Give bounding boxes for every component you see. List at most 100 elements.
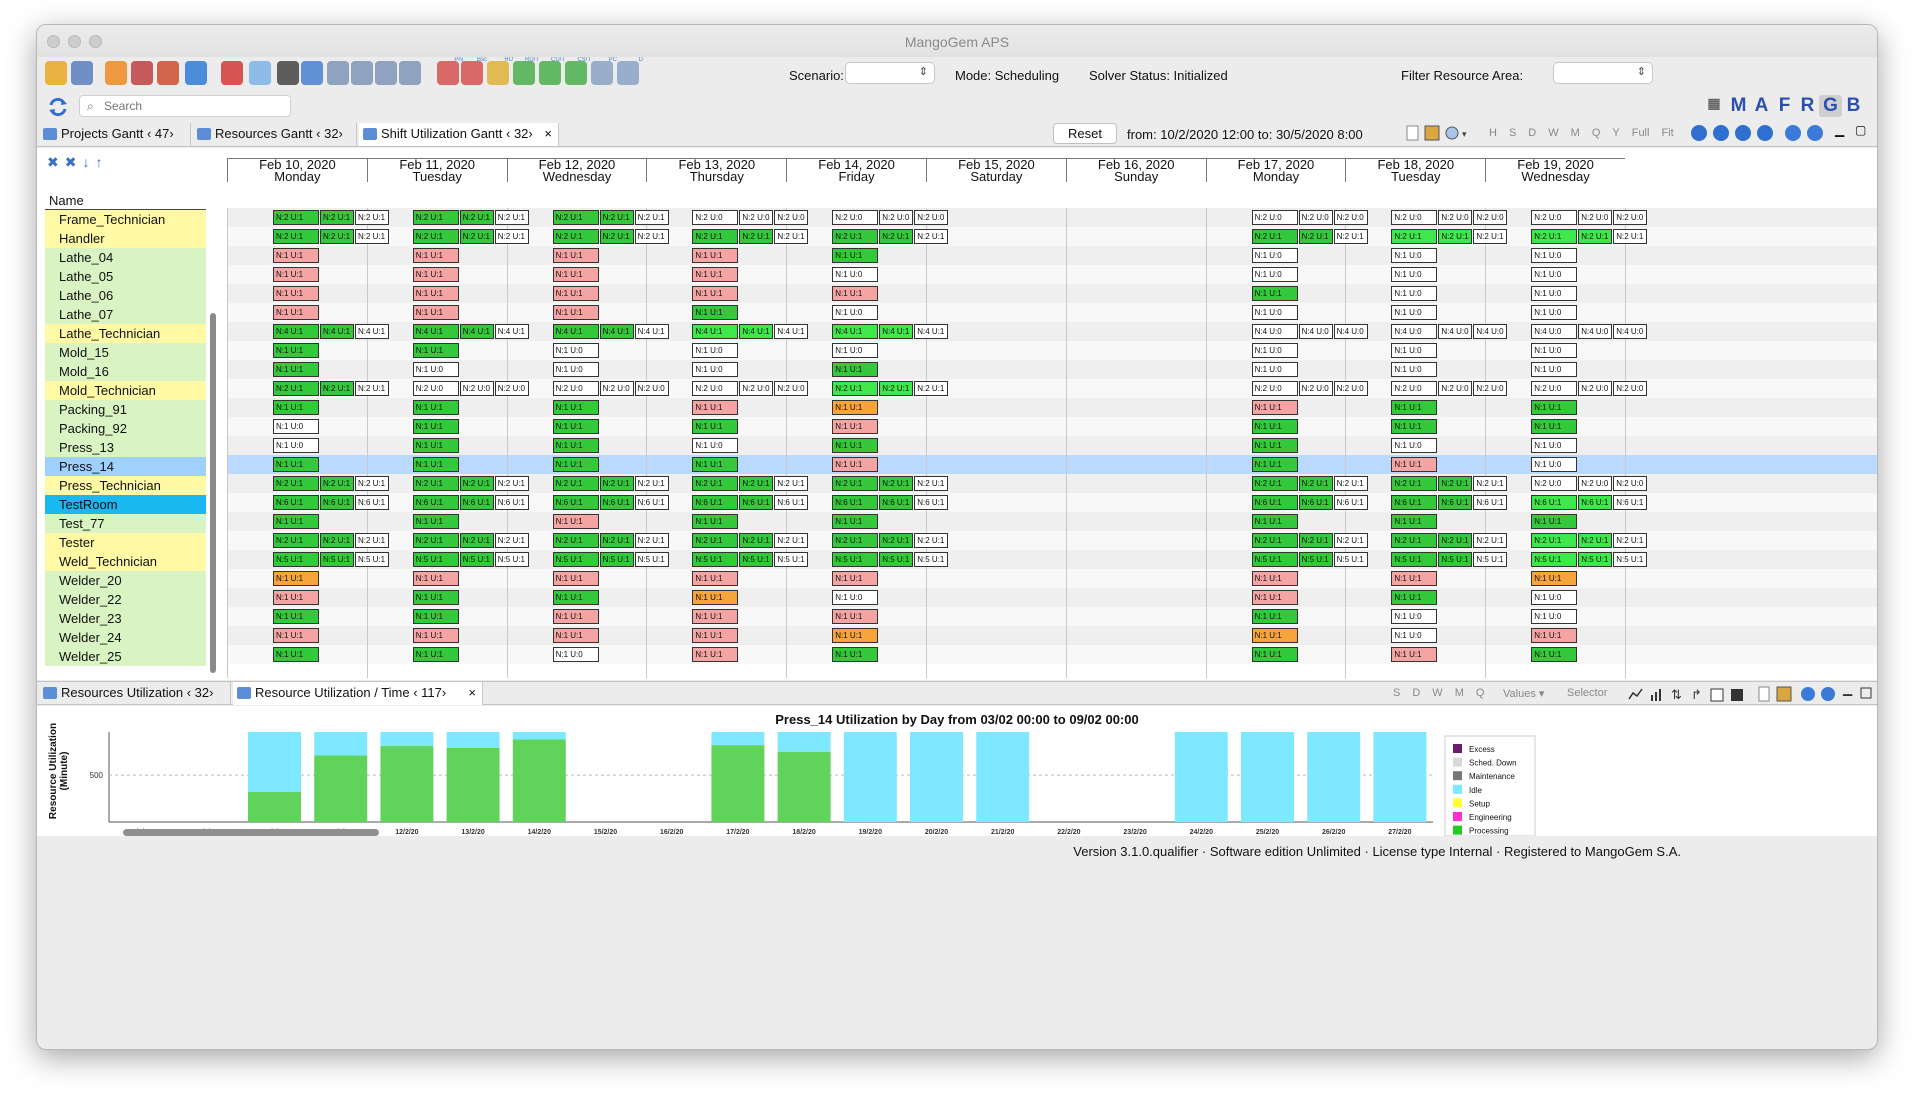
zoom-key[interactable]: Q: [1591, 127, 1601, 139]
shift-cell[interactable]: N:4 U:1: [739, 324, 774, 339]
vertical-scrollbar[interactable]: [210, 313, 216, 673]
sort-icon[interactable]: ↓↑: [82, 154, 109, 170]
shift-cell[interactable]: N:2 U:1: [692, 229, 739, 244]
resource-name-row[interactable]: Press_13: [45, 438, 206, 457]
shift-cell[interactable]: N:4 U:1: [599, 324, 634, 339]
shift-cell[interactable]: N:1 U:1: [412, 628, 459, 643]
shift-cell[interactable]: N:1 U:1: [1531, 400, 1578, 415]
shift-cell[interactable]: N:1 U:0: [692, 362, 739, 377]
shift-cell[interactable]: N:2 U:1: [1251, 476, 1298, 491]
shift-cell[interactable]: N:1 U:1: [412, 400, 459, 415]
shift-cell[interactable]: N:1 U:1: [273, 343, 319, 358]
shift-cell[interactable]: N:4 U:1: [634, 324, 669, 339]
shift-cell[interactable]: N:1 U:1: [412, 343, 459, 358]
shift-cell[interactable]: N:1 U:1: [412, 571, 459, 586]
chart-bar[interactable]: [446, 732, 500, 748]
shift-cell[interactable]: N:2 U:1: [634, 210, 669, 225]
shift-cell[interactable]: N:1 U:0: [1531, 438, 1578, 453]
shift-cell[interactable]: N:2 U:0: [914, 210, 949, 225]
resource-name-row[interactable]: Frame_Technician: [45, 210, 206, 229]
shift-cell[interactable]: N:5 U:1: [494, 552, 529, 567]
shift-cell[interactable]: N:1 U:1: [1391, 419, 1438, 434]
resource-name-row[interactable]: Lathe_05: [45, 267, 206, 286]
shift-cell[interactable]: N:5 U:1: [692, 552, 739, 567]
shift-cell[interactable]: N:2 U:1: [1333, 533, 1368, 548]
shift-cell[interactable]: N:2 U:0: [1333, 381, 1368, 396]
shift-cell[interactable]: N:1 U:1: [552, 457, 599, 472]
shift-cell[interactable]: N:1 U:1: [1251, 400, 1298, 415]
shift-cell[interactable]: N:1 U:1: [1251, 457, 1298, 472]
shift-cell[interactable]: N:1 U:1: [552, 400, 599, 415]
shift-cell[interactable]: N:5 U:1: [1473, 552, 1508, 567]
shift-cell[interactable]: N:1 U:0: [1391, 248, 1438, 263]
shift-cell[interactable]: N:1 U:1: [692, 419, 739, 434]
shift-cell[interactable]: N:6 U:1: [1531, 495, 1578, 510]
minimize-window-icon[interactable]: [68, 35, 81, 48]
shift-cell[interactable]: N:1 U:0: [832, 343, 879, 358]
shift-cell[interactable]: N:5 U:1: [1251, 552, 1298, 567]
zoom-out-icon[interactable]: [1785, 125, 1801, 141]
resource-name-row[interactable]: Lathe_06: [45, 286, 206, 305]
shift-cell[interactable]: N:4 U:0: [1531, 324, 1578, 339]
gantt-row[interactable]: [227, 626, 1877, 645]
chart-bar[interactable]: [777, 732, 831, 752]
shift-cell[interactable]: N:2 U:1: [552, 210, 599, 225]
shift-cell[interactable]: N:1 U:1: [273, 514, 319, 529]
shift-cell[interactable]: N:4 U:1: [355, 324, 389, 339]
shift-cell[interactable]: N:1 U:1: [412, 514, 459, 529]
resource-name-row[interactable]: TestRoom: [45, 495, 206, 514]
reload-icon[interactable]: [105, 61, 127, 85]
shift-cell[interactable]: N:1 U:1: [273, 305, 319, 320]
shift-cell[interactable]: N:1 U:0: [552, 362, 599, 377]
zoom-window-icon[interactable]: [89, 35, 102, 48]
report-1-icon[interactable]: Pnj: [437, 57, 463, 85]
shift-cell[interactable]: N:5 U:1: [1298, 552, 1333, 567]
period-key[interactable]: Q: [1475, 687, 1485, 699]
doc-d-icon[interactable]: D: [617, 57, 643, 85]
open-folder-icon[interactable]: [45, 61, 67, 85]
shift-cell[interactable]: N:1 U:1: [1251, 514, 1298, 529]
shift-cell[interactable]: N:1 U:0: [1531, 609, 1578, 624]
shift-cell[interactable]: N:4 U:1: [273, 324, 319, 339]
shift-cell[interactable]: N:1 U:1: [692, 590, 739, 605]
shift-cell[interactable]: N:1 U:1: [832, 419, 879, 434]
shift-cell[interactable]: N:2 U:1: [914, 533, 949, 548]
shift-cell[interactable]: N:2 U:1: [1531, 533, 1578, 548]
shift-cell[interactable]: N:1 U:0: [273, 438, 319, 453]
shift-cell[interactable]: N:2 U:0: [1578, 476, 1613, 491]
reset-button[interactable]: Reset: [1053, 123, 1117, 144]
zoom-key[interactable]: M: [1570, 127, 1580, 139]
shift-cell[interactable]: N:2 U:0: [1531, 476, 1578, 491]
chart-bar[interactable]: [1241, 732, 1294, 822]
zoom-key[interactable]: Full: [1631, 127, 1650, 139]
shift-cell[interactable]: N:1 U:0: [1531, 343, 1578, 358]
shift-cell[interactable]: N:6 U:1: [739, 495, 774, 510]
chart-tool-icons[interactable]: ⇅ ↱ ▁: [1627, 685, 1877, 703]
resource-name-row[interactable]: Test_77: [45, 514, 206, 533]
gantt-row[interactable]: [227, 360, 1877, 379]
shift-cell[interactable]: N:6 U:1: [552, 495, 599, 510]
shift-cell[interactable]: N:2 U:0: [1578, 210, 1613, 225]
shift-cell[interactable]: N:1 U:1: [412, 248, 459, 263]
search-input[interactable]: [104, 98, 284, 114]
shift-cell[interactable]: N:2 U:1: [1333, 229, 1368, 244]
shift-cell[interactable]: N:2 U:1: [914, 229, 949, 244]
doc-pc-icon[interactable]: PC: [591, 57, 617, 85]
shift-cell[interactable]: N:4 U:0: [1438, 324, 1473, 339]
shift-cell[interactable]: N:2 U:1: [355, 476, 389, 491]
maximize-panel-icon[interactable]: ▢: [1855, 123, 1867, 137]
to-value[interactable]: 30/5/2020 8:00: [1275, 127, 1363, 142]
shift-cell[interactable]: N:2 U:1: [832, 533, 879, 548]
shift-cell[interactable]: N:2 U:1: [1251, 533, 1298, 548]
chart-bar[interactable]: [512, 732, 566, 740]
shift-cell[interactable]: N:2 U:1: [552, 229, 599, 244]
shift-cell[interactable]: N:2 U:1: [1438, 476, 1473, 491]
shift-cell[interactable]: N:1 U:1: [1251, 419, 1298, 434]
view-g-button[interactable]: G: [1819, 95, 1842, 117]
shift-cell[interactable]: N:5 U:1: [412, 552, 459, 567]
shift-cell[interactable]: N:5 U:1: [1333, 552, 1368, 567]
shift-cell[interactable]: N:1 U:0: [1251, 267, 1298, 282]
shift-cell[interactable]: N:1 U:1: [832, 571, 879, 586]
shift-cell[interactable]: N:2 U:1: [879, 476, 914, 491]
gantt-row[interactable]: [227, 607, 1877, 626]
